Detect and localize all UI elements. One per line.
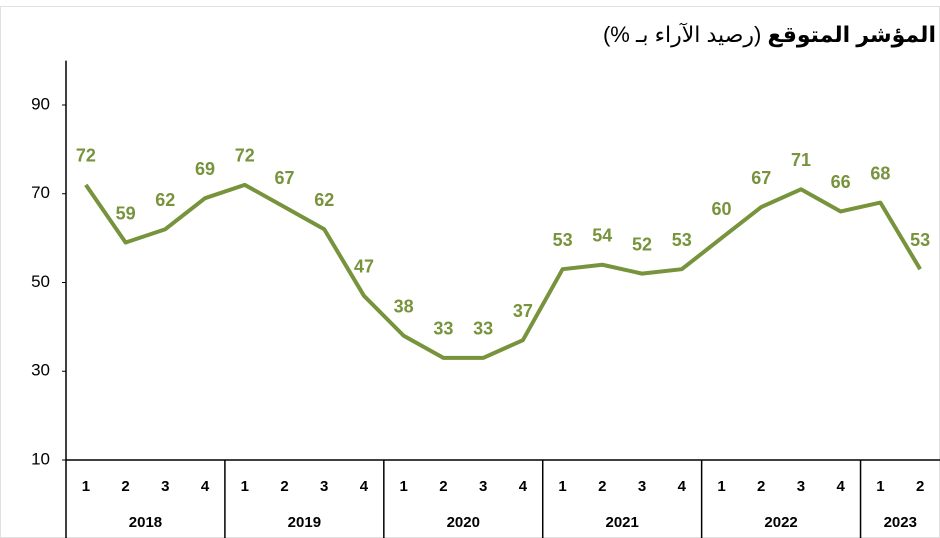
y-tick-label: 30	[31, 361, 50, 380]
x-tick-label: 1	[717, 478, 725, 495]
value-label: 71	[791, 150, 811, 170]
value-label: 69	[195, 159, 215, 179]
value-label: 52	[632, 234, 652, 254]
x-tick-label: 4	[678, 478, 687, 495]
x-tick-label: 1	[241, 478, 249, 495]
value-label: 59	[116, 203, 136, 223]
value-label: 54	[592, 225, 612, 245]
value-label: 47	[354, 257, 374, 277]
year-label: 2019	[288, 514, 321, 531]
value-label: 53	[672, 230, 692, 250]
value-label: 68	[870, 163, 890, 183]
y-tick-label: 90	[31, 94, 50, 113]
x-tick-label: 2	[439, 478, 447, 495]
title-block: المؤشر المتوقع (رصيد الآراء بـ %)	[603, 22, 936, 48]
value-label: 33	[433, 319, 453, 339]
value-label: 60	[711, 199, 731, 219]
x-tick-label: 3	[320, 478, 328, 495]
value-label: 38	[394, 296, 414, 316]
x-tick-label: 1	[558, 478, 566, 495]
value-label: 72	[235, 146, 255, 166]
x-tick-label: 1	[876, 478, 884, 495]
x-tick-label: 2	[121, 478, 129, 495]
frame	[0, 6, 940, 538]
x-tick-label: 3	[479, 478, 487, 495]
x-tick-label: 1	[82, 478, 90, 495]
x-tick-label: 3	[161, 478, 169, 495]
line	[84, 182, 922, 360]
value-label: 72	[76, 146, 96, 166]
value-label: 67	[274, 168, 294, 188]
x-tick-label: 2	[757, 478, 765, 495]
value-label: 62	[314, 190, 334, 210]
x-tick-label: 1	[400, 478, 408, 495]
x-tick-label: 3	[797, 478, 805, 495]
x-tick-label: 4	[360, 478, 369, 495]
x-tick-label: 4	[201, 478, 210, 495]
value-label: 66	[831, 172, 851, 192]
x-tick-label: 2	[598, 478, 606, 495]
value-label: 33	[473, 319, 493, 339]
chart-subtitle: (رصيد الآراء بـ %)	[602, 22, 762, 47]
y-tick-label: 70	[31, 183, 50, 202]
year-label: 2020	[447, 514, 480, 531]
year-label: 2021	[605, 514, 638, 531]
x-tick-label: 2	[280, 478, 288, 495]
y-tick-label: 50	[31, 272, 50, 291]
x-tick-label: 3	[638, 478, 646, 495]
y-tick-label: 10	[31, 449, 50, 468]
year-label: 2022	[764, 514, 797, 531]
value-label: 37	[513, 301, 533, 321]
value-label: 62	[155, 190, 175, 210]
x-tick-label: 4	[837, 478, 846, 495]
x-tick-label: 2	[916, 478, 924, 495]
value-label: 67	[751, 168, 771, 188]
chart-title: المؤشر المتوقع	[767, 22, 936, 47]
x-tick-label: 4	[519, 478, 528, 495]
value-label: 53	[910, 230, 930, 250]
value-label: 53	[553, 230, 573, 250]
year-label: 2023	[884, 514, 917, 531]
year-label: 2018	[129, 514, 162, 531]
